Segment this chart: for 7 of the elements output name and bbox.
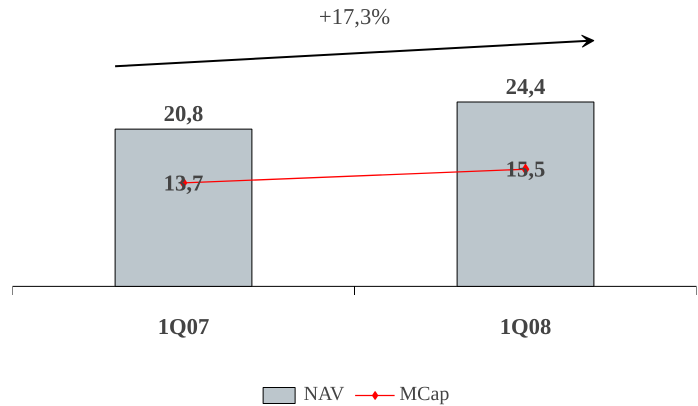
x-tick-label: 1Q08 [500, 314, 552, 339]
legend-label: NAV [304, 383, 344, 406]
x-tick-label: 1Q07 [158, 314, 210, 339]
data-label: 24,4 [506, 74, 546, 99]
text: +17,3% [318, 4, 390, 30]
legend-label: MCap [399, 383, 450, 406]
data-label: 20,8 [164, 101, 204, 126]
